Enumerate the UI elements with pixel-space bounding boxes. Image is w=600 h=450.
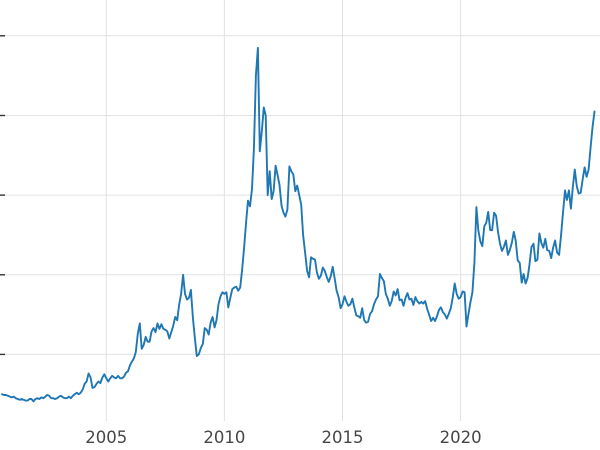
price-series-line	[1, 46, 596, 403]
x-tick-label: 2005	[85, 428, 127, 447]
x-tick-label: 2015	[322, 428, 364, 447]
x-tick-label: 2010	[203, 428, 245, 447]
x-tick-label: 2020	[440, 428, 482, 447]
